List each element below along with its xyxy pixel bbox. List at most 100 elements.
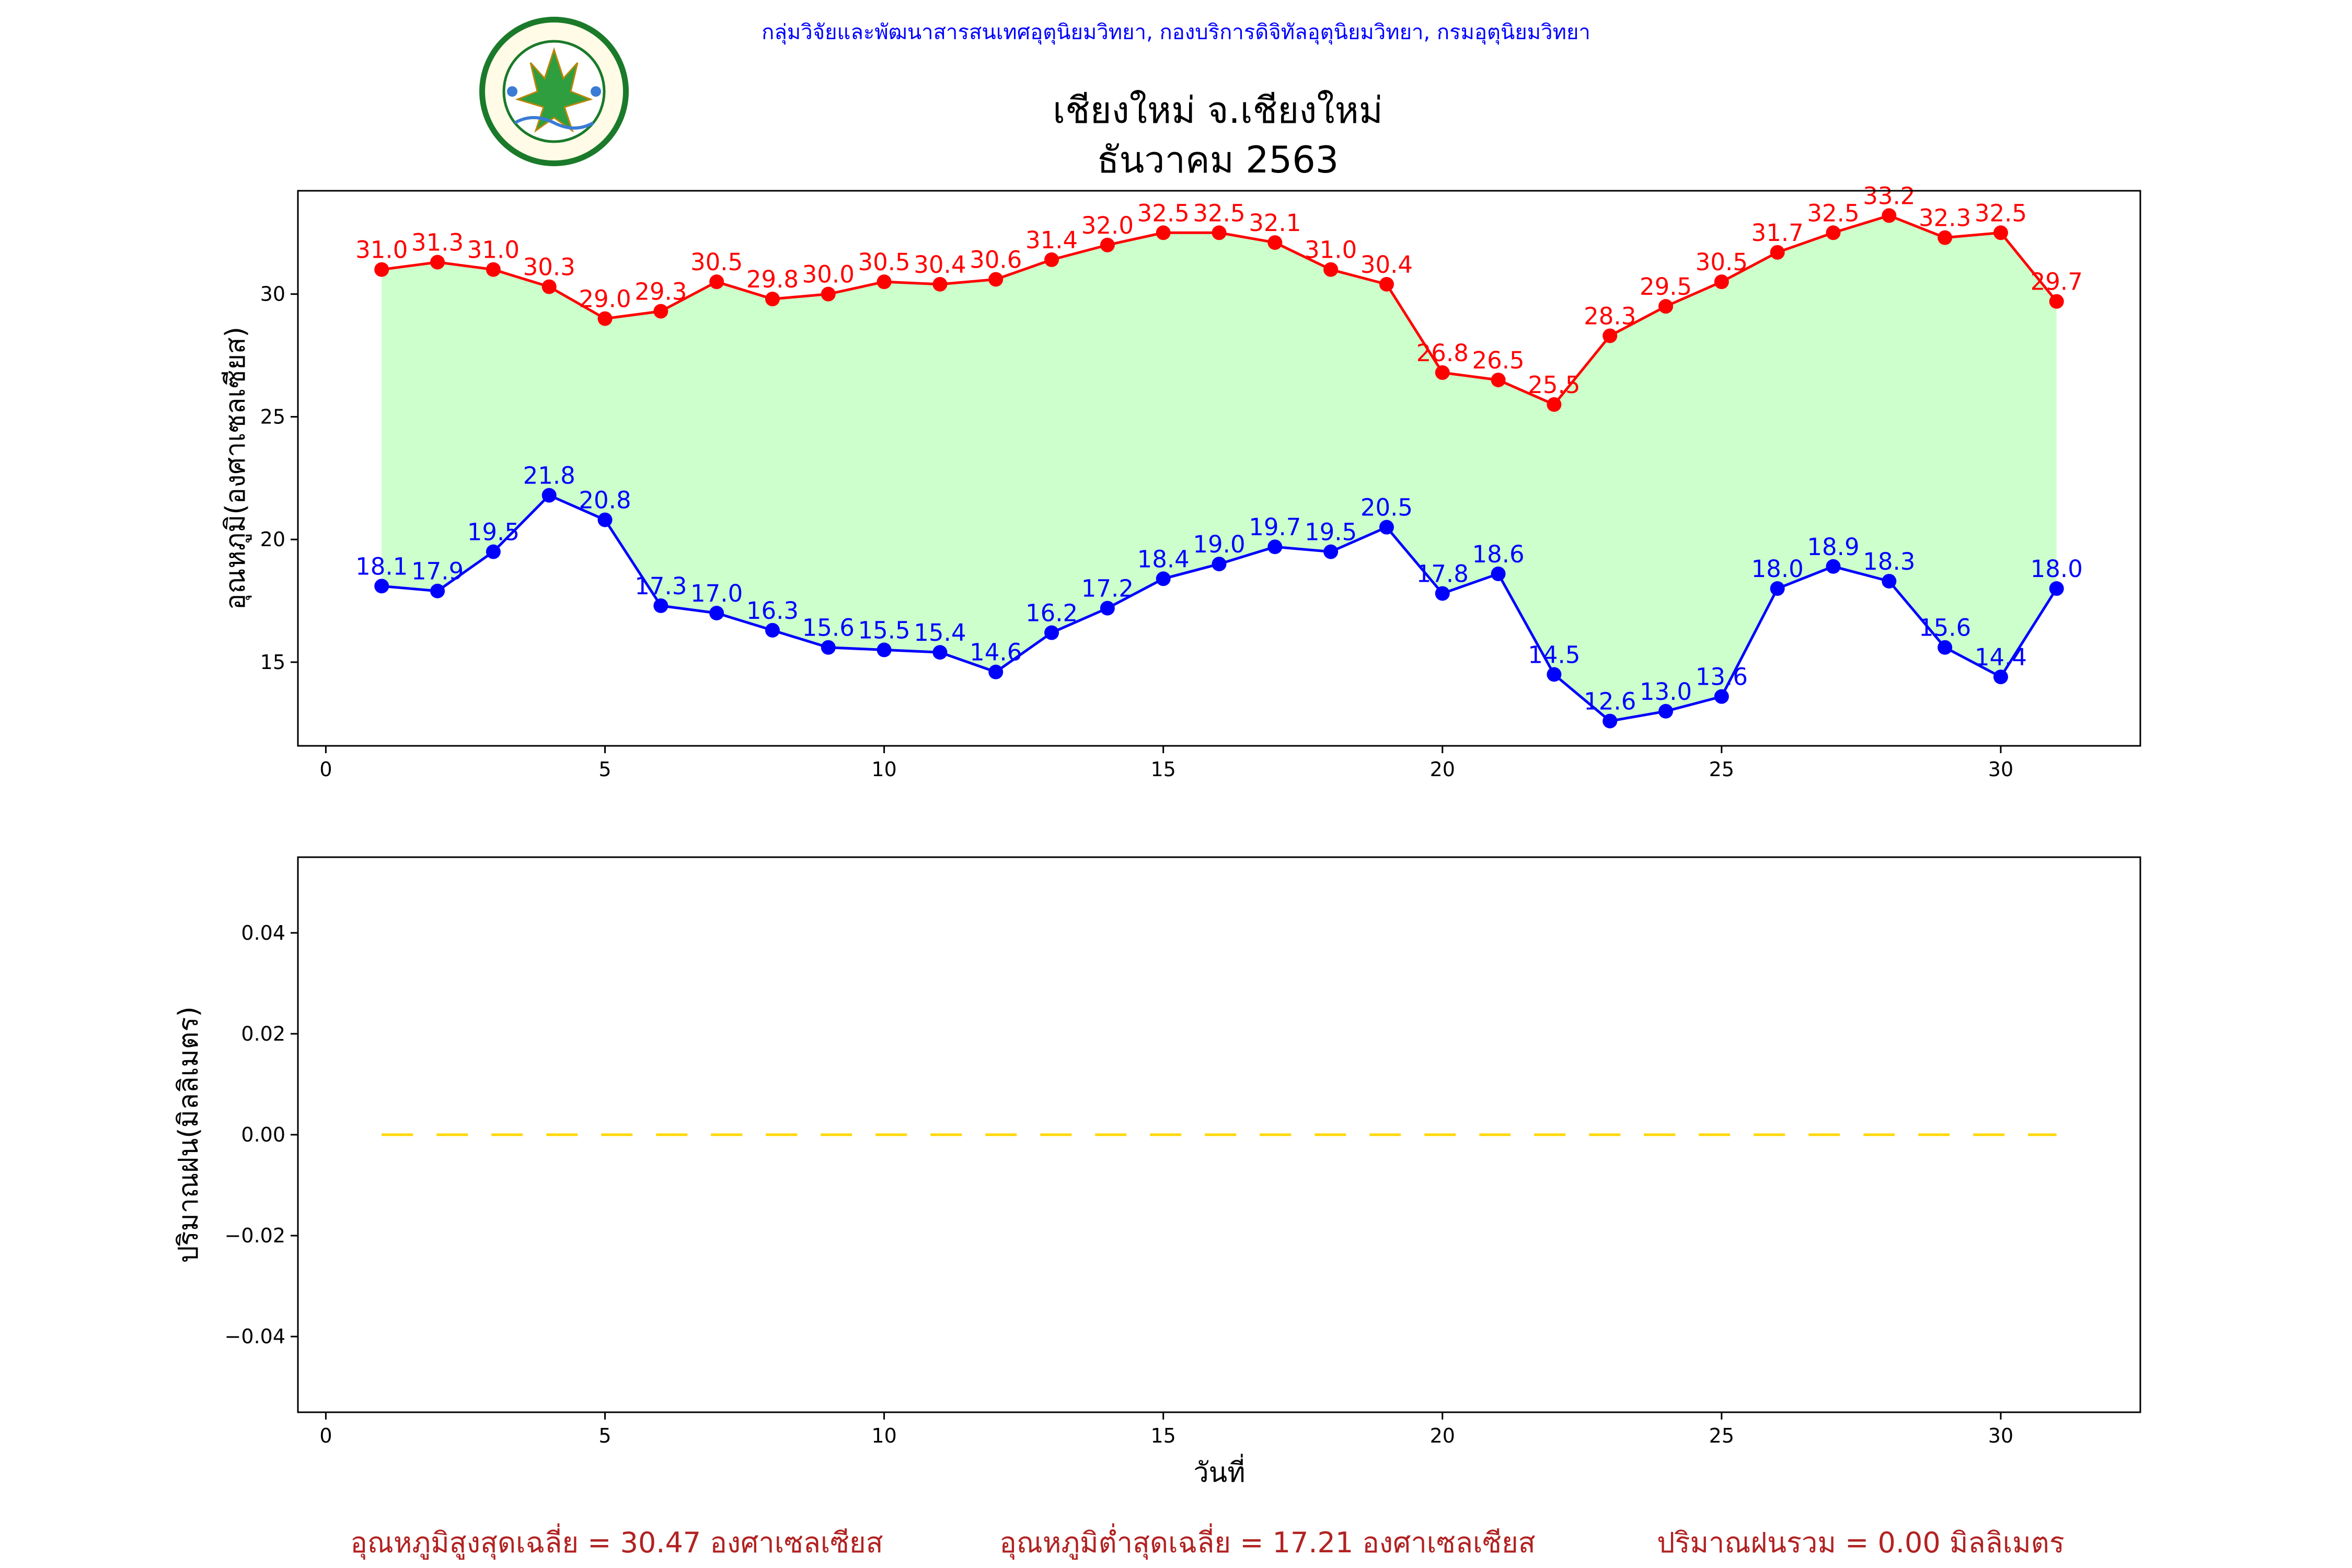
min-temperature-label: 17.0 <box>690 580 743 607</box>
x-tick-label: 15 <box>1151 1424 1176 1447</box>
x-tick-label: 20 <box>1430 758 1455 781</box>
min-temperature-label: 18.6 <box>1472 540 1524 568</box>
min-temperature-point <box>1993 670 2008 685</box>
min-temperature-label: 21.8 <box>523 462 575 490</box>
max-temperature-point <box>2049 294 2064 309</box>
max-temperature-point <box>653 304 668 319</box>
x-tick-label: 5 <box>598 758 611 781</box>
range-fill-area <box>382 215 2057 721</box>
max-temperature-label: 30.5 <box>1696 248 1748 276</box>
max-temperature-label: 29.3 <box>635 278 687 306</box>
max-temperature-label: 30.3 <box>523 253 575 281</box>
max-temperature-label: 30.4 <box>914 251 966 279</box>
y-tick-label: −0.04 <box>225 1325 285 1348</box>
max-temperature-point <box>709 274 724 290</box>
max-temperature-point <box>1938 230 1953 245</box>
min-temperature-point <box>709 606 724 621</box>
min-temperature-point <box>877 642 892 658</box>
chart-title-line2: ธันวาคม 2563 <box>1097 139 1339 181</box>
min-temperature-label: 18.1 <box>355 552 408 580</box>
temperature-points <box>374 208 2064 729</box>
max-temperature-point <box>821 286 836 302</box>
min-temperature-label: 18.4 <box>1137 545 1190 573</box>
min-temperature-label: 19.5 <box>467 518 520 546</box>
min-temperature-point <box>1100 601 1115 616</box>
min-temperature-point <box>1435 586 1450 601</box>
min-temperature-point <box>2049 581 2064 596</box>
logo-deity-figure <box>515 47 593 133</box>
max-temperature-point <box>374 262 389 277</box>
footer-average-min: อุณหภูมิต่ำสุดเฉลี่ย = 17.21 องศาเซลเซีย… <box>999 1523 1535 1560</box>
y-tick-label: 0.04 <box>241 921 285 944</box>
max-temperature-point <box>430 255 445 270</box>
logo-left-star <box>507 86 517 97</box>
min-temperature-point <box>430 583 445 598</box>
min-temperature-label: 15.6 <box>1919 614 1971 642</box>
min-temperature-point <box>653 598 668 613</box>
min-temperature-label: 14.6 <box>970 639 1022 666</box>
min-temperature-point <box>988 664 1004 679</box>
x-tick-label: 20 <box>1430 1424 1455 1447</box>
max-temperature-label: 32.5 <box>1807 199 1859 227</box>
max-temperature-label: 29.8 <box>746 266 799 293</box>
min-temperature-point <box>765 622 780 638</box>
temperature-range-fill <box>382 215 2057 721</box>
min-temperature-point <box>821 640 836 655</box>
temperature-y-axis: 15 20 25 30 <box>260 283 298 674</box>
max-temperature-label: 32.5 <box>1193 199 1245 227</box>
min-temperature-label: 19.0 <box>1193 531 1245 558</box>
max-temperature-point <box>597 311 613 326</box>
x-tick-label: 30 <box>1988 1424 2013 1447</box>
max-temperature-label: 31.0 <box>355 236 408 264</box>
x-tick-label: 25 <box>1709 758 1734 781</box>
y-tick-label: 0.00 <box>241 1123 285 1146</box>
min-temperature-label: 18.0 <box>1751 555 1804 583</box>
y-tick-label: 25 <box>260 405 285 428</box>
min-temperature-label: 14.5 <box>1528 641 1580 668</box>
min-temperature-label: 15.5 <box>858 616 910 644</box>
max-temperature-label: 29.7 <box>2031 268 2083 296</box>
min-temperature-point <box>1714 689 1729 704</box>
rainfall-x-axis: 0 5 10 15 20 25 30 <box>319 1412 2013 1447</box>
x-tick-label: 10 <box>871 758 896 781</box>
max-temperature-point <box>1826 225 1841 240</box>
x-tick-label: 10 <box>871 1424 896 1447</box>
max-temperature-label: 30.5 <box>858 248 910 276</box>
min-temperature-label: 17.2 <box>1081 575 1134 603</box>
max-temperature-point <box>1044 252 1059 267</box>
logo-cloud-line <box>514 116 594 130</box>
min-temperature-point <box>932 645 948 660</box>
y-tick-label: 15 <box>260 651 285 674</box>
meteorological-department-logo <box>479 17 629 166</box>
min-temperature-point <box>541 488 557 503</box>
temperature-y-axis-label: อุณหภูมิ(องศาเซลเซียส) <box>220 327 252 610</box>
min-temperature-label: 15.4 <box>914 619 966 647</box>
temperature-x-axis: 0 5 10 15 20 25 30 <box>319 746 2013 781</box>
min-temperature-label: 20.8 <box>579 487 631 514</box>
max-temperature-point <box>1882 208 1897 223</box>
x-tick-label: 25 <box>1709 1424 1734 1447</box>
max-temperature-label: 28.3 <box>1584 302 1636 330</box>
temperature-plot-frame <box>297 190 2141 747</box>
min-temperature-label: 17.9 <box>411 558 464 585</box>
logo-right-star <box>591 86 601 97</box>
min-temperature-point <box>1379 520 1394 535</box>
x-tick-label: 30 <box>1988 758 2013 781</box>
min-temperature-label: 20.5 <box>1361 494 1413 522</box>
max-temperature-point <box>1547 397 1562 412</box>
min-temperature-label: 12.6 <box>1584 688 1636 716</box>
min-temperature-point <box>486 544 501 559</box>
max-temperature-label: 25.5 <box>1528 371 1580 399</box>
min-temperature-point <box>1212 557 1227 572</box>
chart-title-line1: เชียงใหม่ จ.เชียงใหม่ <box>1053 89 1383 132</box>
max-temperature-point <box>1100 237 1115 252</box>
max-temperature-label: 32.1 <box>1249 209 1301 237</box>
rainfall-x-axis-label: วันที่ <box>1193 1454 1245 1489</box>
min-temperature-label: 19.7 <box>1249 513 1301 541</box>
max-temperature-label: 32.3 <box>1919 204 1971 232</box>
max-temperature-point <box>765 292 780 307</box>
temperature-data-labels: 31.0 31.3 31.030.329.0 29.330.529.8 30.0 30.5… <box>355 182 2083 715</box>
min-temperature-label: 19.5 <box>1305 518 1357 546</box>
max-temperature-label: 30.4 <box>1361 251 1413 279</box>
min-temperature-label: 15.6 <box>802 614 855 642</box>
